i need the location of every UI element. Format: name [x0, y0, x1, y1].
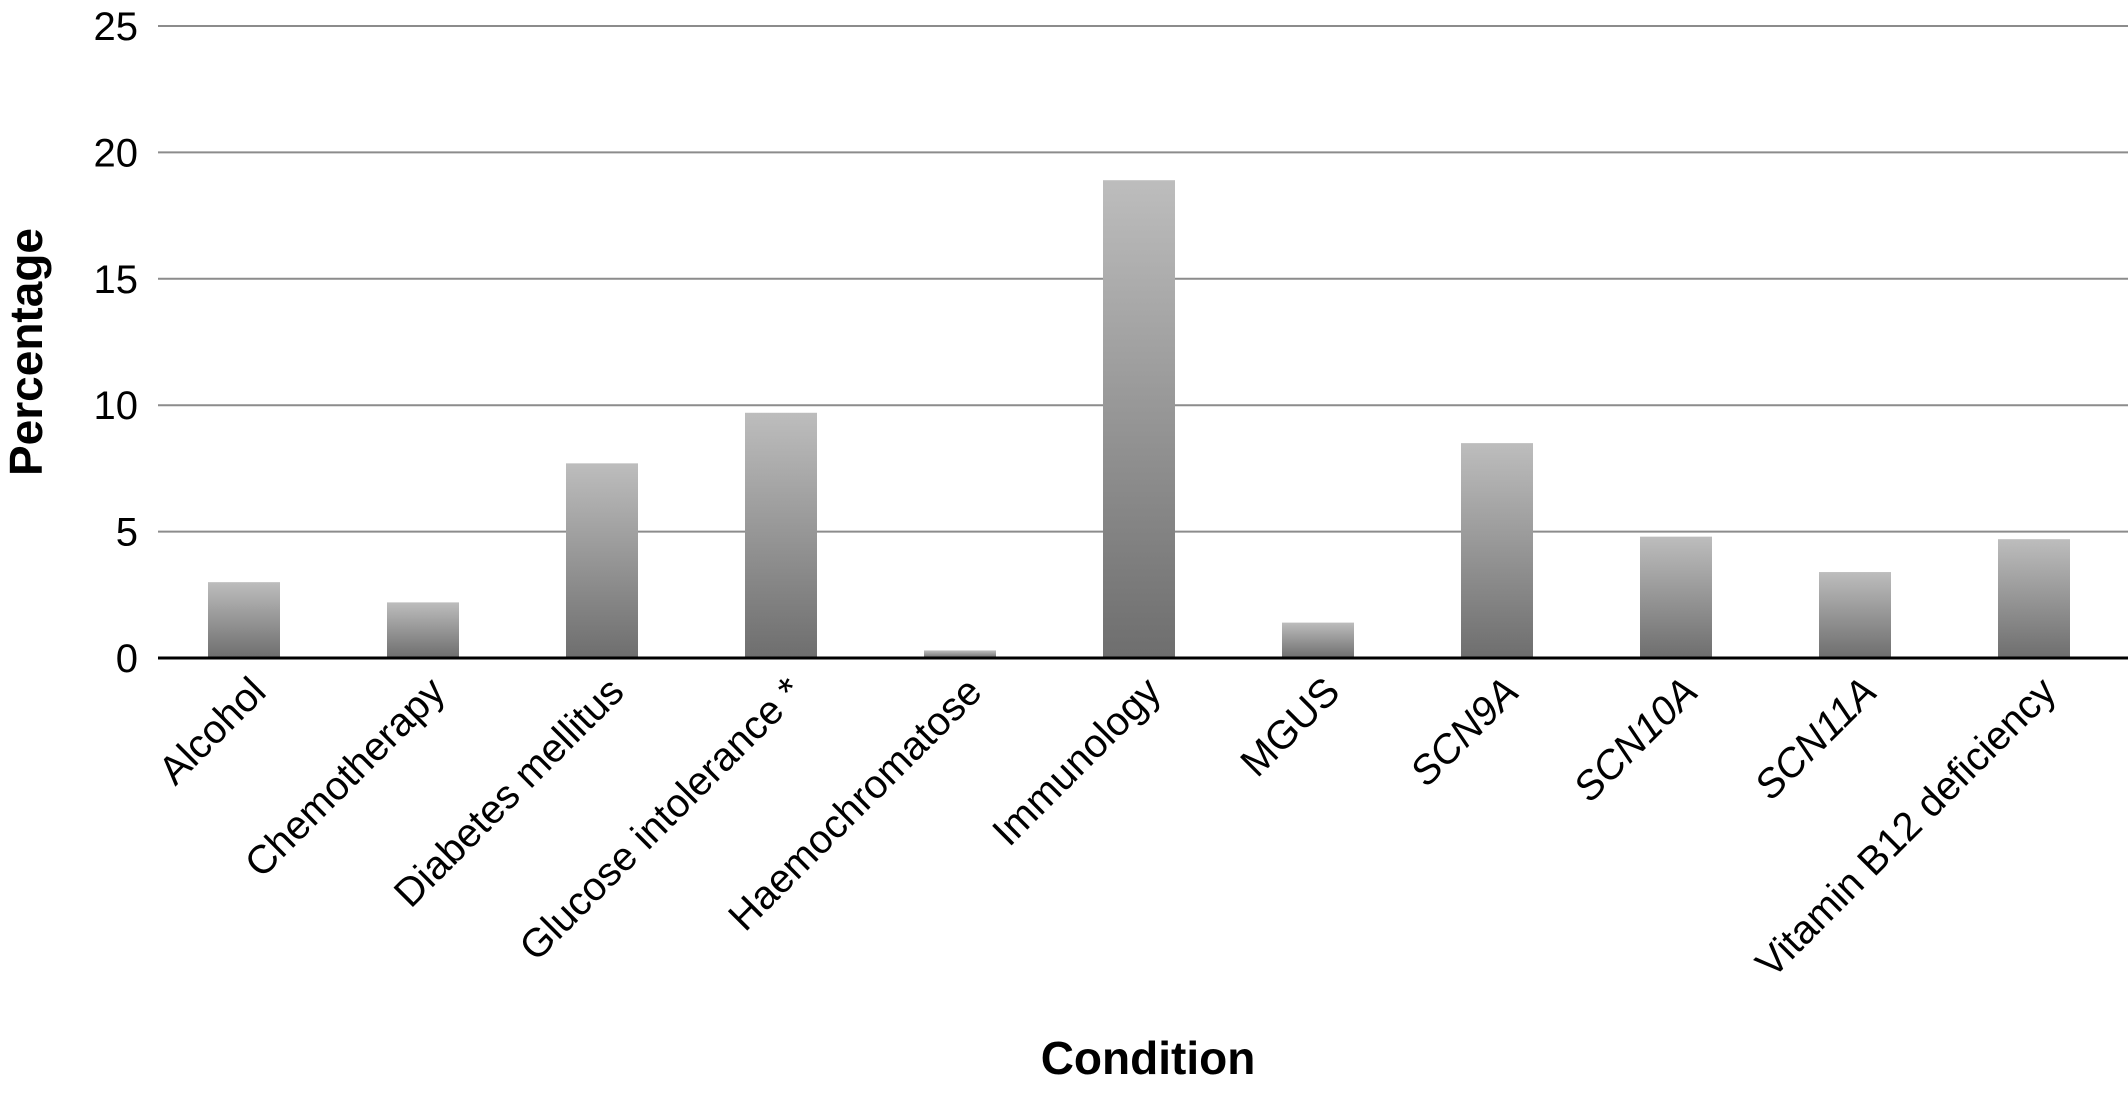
bar-alcohol: [208, 582, 280, 658]
x-tick-label: MGUS: [1232, 669, 1348, 785]
y-tick-label: 25: [94, 5, 139, 49]
y-tick-label: 10: [94, 384, 139, 428]
bar-scn9a: [1461, 443, 1533, 658]
bar-scn11a: [1819, 572, 1891, 658]
x-tick-label: SCN9A: [1402, 669, 1527, 794]
y-tick-label: 5: [116, 511, 138, 555]
y-axis-title: Percentage: [0, 228, 52, 476]
bar-haemochromatose: [924, 650, 996, 658]
bar-immunology: [1103, 180, 1175, 658]
bar-scn10a: [1640, 536, 1712, 658]
x-tick-label: Vitamin B12 deficiency: [1748, 669, 2065, 986]
bar-chemotherapy: [387, 602, 459, 658]
bar-glucose-intolerance: [745, 412, 817, 658]
y-tick-label: 20: [94, 131, 139, 175]
bar-diabetes-mellitus: [566, 463, 638, 658]
bar-vitamin-b12-deficiency: [1998, 539, 2070, 658]
bar-mgus: [1282, 622, 1354, 658]
x-tick-label: SCN10A: [1565, 669, 1706, 810]
y-tick-label: 0: [116, 637, 138, 681]
x-axis-title: Condition: [1041, 1032, 1256, 1084]
x-tick-label: Immunology: [984, 669, 1169, 854]
y-tick-label: 15: [94, 258, 139, 302]
y-axis-ticks: 0 5 10 15 20 25: [94, 5, 139, 681]
x-tick-label: SCN11A: [1746, 669, 1885, 808]
x-tick-label: Alcohol: [150, 669, 274, 793]
bars: [208, 180, 2070, 658]
